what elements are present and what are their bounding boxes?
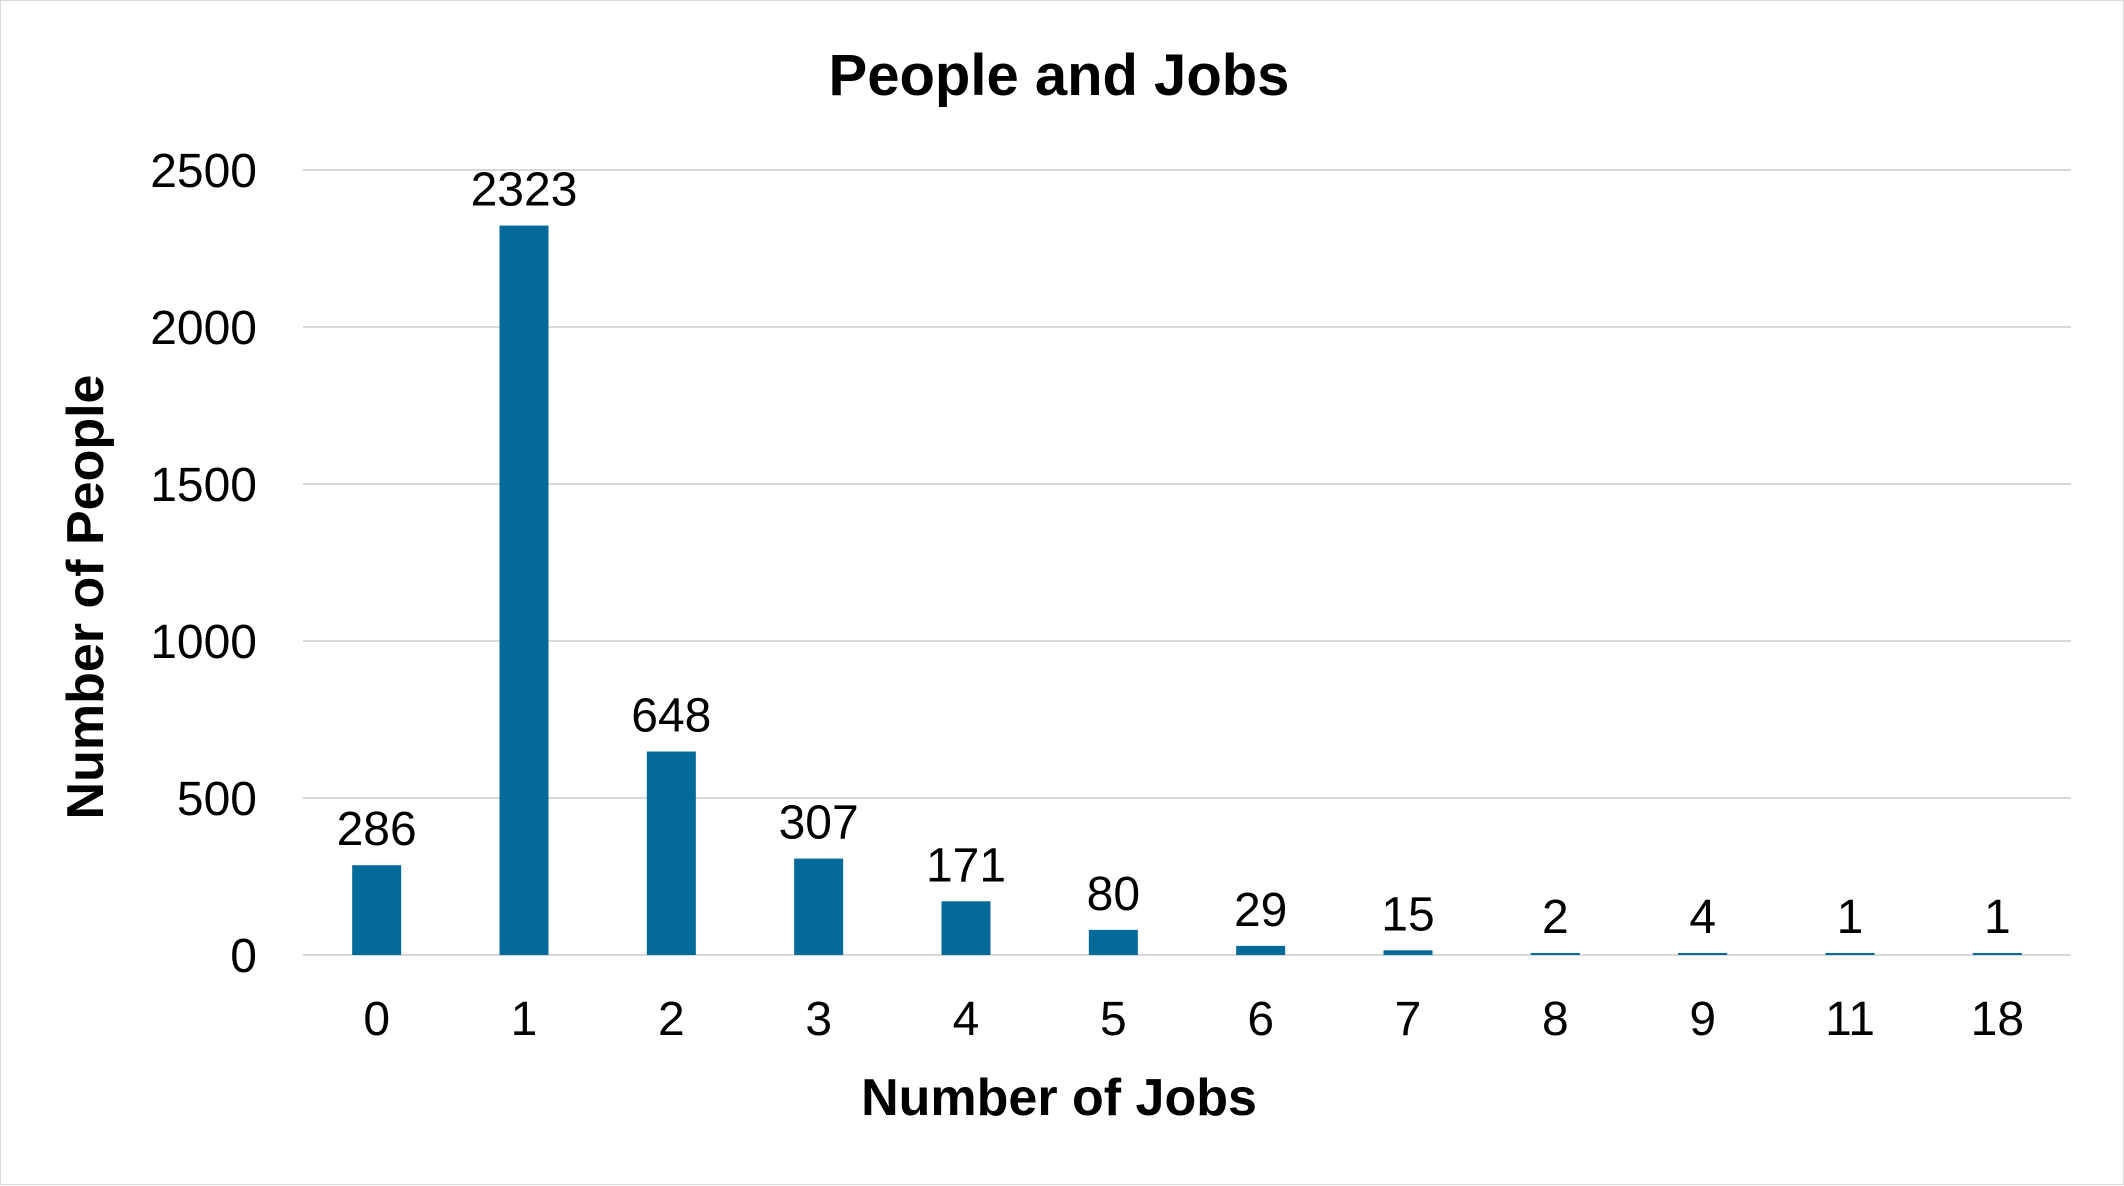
- y-tick-label: 2500: [150, 145, 257, 198]
- x-tick-label: 2: [658, 993, 685, 1046]
- data-label: 2: [1542, 891, 1569, 944]
- y-tick-label: 1500: [150, 459, 257, 512]
- data-label: 307: [779, 797, 859, 850]
- x-tick-label: 11: [1825, 993, 1875, 1046]
- data-label: 4: [1689, 891, 1716, 944]
- data-label: 171: [926, 839, 1006, 892]
- data-label: 648: [631, 690, 711, 743]
- gridlines: [303, 169, 2071, 956]
- x-tick-label: 8: [1542, 993, 1569, 1046]
- bar: [941, 901, 991, 955]
- bar: [1825, 953, 1875, 955]
- data-label: 29: [1234, 884, 1287, 937]
- data-label: 80: [1087, 868, 1140, 921]
- data-label: 2323: [471, 164, 578, 217]
- x-tick-label: 1: [511, 993, 538, 1046]
- y-tick-label: 500: [177, 773, 257, 826]
- x-tick-label: 9: [1689, 993, 1716, 1046]
- x-axis-title: Number of Jobs: [861, 1069, 1257, 1127]
- bar: [1236, 945, 1286, 955]
- bar: [794, 858, 844, 955]
- bars: [352, 225, 2022, 955]
- x-tick-label: 4: [953, 993, 980, 1046]
- data-label: 1: [1984, 891, 2011, 944]
- chart-title: People and Jobs: [829, 43, 1290, 108]
- x-tick-label: 0: [363, 993, 390, 1046]
- data-label: 1: [1837, 891, 1864, 944]
- x-tick-label: 18: [1971, 993, 2024, 1046]
- bar: [1972, 953, 2022, 955]
- x-axis-ticks: 0 1 2 3 4 5 6 7 8 9 11 18: [363, 993, 2024, 1046]
- bar: [1088, 929, 1138, 955]
- x-tick-label: 3: [805, 993, 832, 1046]
- data-label: 286: [337, 803, 417, 856]
- bar: [646, 751, 696, 955]
- x-tick-label: 6: [1247, 993, 1274, 1046]
- y-tick-label: 0: [230, 930, 257, 983]
- data-labels: 286 2323 648 307 171 80 29 15 2 4 1 1: [337, 164, 2011, 944]
- y-tick-label: 1000: [150, 616, 257, 669]
- data-label: 15: [1381, 888, 1434, 941]
- x-tick-label: 7: [1395, 993, 1422, 1046]
- y-axis-title: Number of People: [57, 375, 115, 820]
- y-axis-ticks: 0 500 1000 1500 2000 2500: [150, 145, 257, 983]
- bar: [1383, 950, 1433, 955]
- bar: [352, 865, 402, 955]
- bar: [499, 225, 549, 955]
- x-tick-label: 5: [1100, 993, 1127, 1046]
- bar: [1678, 953, 1728, 955]
- y-tick-label: 2000: [150, 302, 257, 355]
- bar: [1530, 953, 1580, 955]
